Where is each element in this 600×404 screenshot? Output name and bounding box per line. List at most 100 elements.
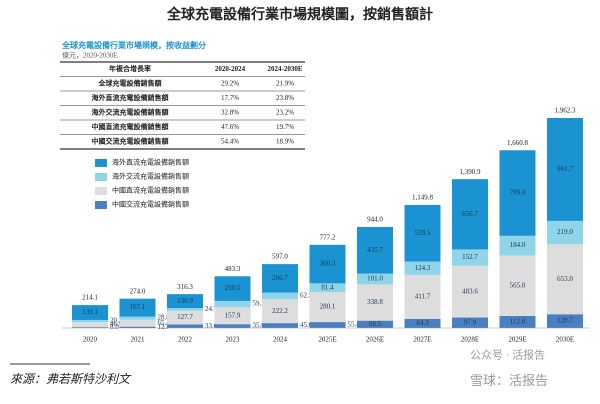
- segment-label: 33.0: [205, 322, 218, 330]
- segment-label: 59.3: [253, 300, 266, 308]
- segment-label: 130.9: [177, 297, 193, 305]
- segment-label: 184.0: [510, 241, 526, 249]
- table-cell: 全球充電設備銷售額: [98, 78, 162, 87]
- table-cell: 32.8%: [221, 108, 239, 116]
- bar-segment: [357, 226, 393, 274]
- segment-label: 84.3: [416, 319, 429, 327]
- bar-segment: [499, 235, 536, 256]
- segment-label: 338.8: [367, 298, 383, 306]
- bar-segment: [262, 323, 298, 328]
- segment-label: 139.1: [82, 308, 98, 316]
- table-cell: 23.8%: [276, 94, 294, 102]
- segment-label: 45.6: [300, 321, 313, 329]
- x-tick-label: 2030E: [556, 336, 574, 344]
- segment-label: 65.4: [158, 319, 171, 327]
- total-label: 1,962.3: [555, 107, 577, 115]
- segment-label: 653.0: [557, 275, 573, 283]
- table-cell: 18.9%: [276, 137, 294, 145]
- table-header: 2024-2030E: [268, 65, 303, 73]
- x-tick-label: 2025E: [318, 336, 336, 344]
- bar-segment: [72, 322, 108, 328]
- table-cell: 29.2%: [221, 79, 239, 87]
- bar-segment: [119, 326, 156, 328]
- bar-segment: [357, 320, 393, 328]
- bar-segment: [214, 300, 251, 308]
- bar-segment: [119, 298, 156, 317]
- watermark: 公众号 · 活报告: [470, 348, 545, 362]
- segment-label: 35.6: [253, 322, 266, 330]
- bar-segment: [119, 319, 156, 327]
- bar-segment: [262, 299, 298, 324]
- segment-label: 46.9: [110, 320, 123, 328]
- legend-swatch: [95, 173, 107, 181]
- table-cell: 54.4%: [221, 137, 239, 145]
- total-label: 1,390.9: [460, 168, 482, 176]
- segment-label: 219.0: [557, 228, 573, 236]
- x-tick-label: 2022: [178, 336, 193, 344]
- bar-segment: [404, 274, 441, 319]
- table-cell: 19.7%: [276, 123, 294, 131]
- table-cell: 47.6%: [221, 123, 239, 131]
- bar-segment: [214, 276, 251, 301]
- total-label: 214.1: [82, 294, 98, 302]
- table-header: 2020-2024: [215, 65, 246, 73]
- legend-label: 中國交流充電設備銷售額: [112, 200, 189, 209]
- legend-swatch: [95, 159, 107, 167]
- bar-segment: [167, 310, 203, 325]
- total-label: 316.3: [177, 283, 193, 291]
- segment-label: 280.1: [320, 303, 336, 311]
- bar-segment: [547, 220, 583, 245]
- bar-segment: [452, 179, 488, 250]
- bar-segment: [167, 294, 203, 309]
- x-tick-label: 2023: [226, 336, 241, 344]
- bar-segment: [119, 316, 156, 320]
- legend-label: 海外直流充電設備銷售額: [112, 158, 189, 167]
- segment-label: 360.3: [320, 260, 336, 268]
- table-cell: 中國交流充電設備銷售額: [92, 136, 169, 145]
- bar-segment: [167, 308, 203, 311]
- bar-segment: [547, 117, 583, 221]
- total-label: 777.2: [320, 233, 336, 241]
- x-tick-label: 2029E: [508, 336, 526, 344]
- segment-label: 411.7: [415, 293, 431, 301]
- segment-label: 529.5: [415, 229, 431, 237]
- segment-label: 124.3: [415, 264, 431, 272]
- total-label: 483.3: [225, 265, 241, 273]
- bar-segment: [452, 317, 488, 328]
- chart-title: 全球充電設備行業市場規模圖，按銷售額計: [166, 6, 433, 23]
- bar-segment: [547, 314, 583, 328]
- bar-segment: [404, 204, 441, 262]
- watermark: 雪球：活报告: [470, 373, 548, 388]
- table-header: 年複合增長率: [109, 64, 151, 73]
- bar-segment: [357, 273, 393, 285]
- segment-label: 152.7: [462, 253, 478, 261]
- bar-segment: [357, 284, 393, 321]
- segment-label: 799.0: [510, 189, 526, 197]
- segment-label: 222.2: [272, 307, 288, 315]
- legend-swatch: [95, 201, 107, 209]
- x-tick-label: 2026E: [366, 336, 384, 344]
- x-tick-label: 2027E: [413, 336, 431, 344]
- bar-segment: [499, 255, 536, 316]
- total-label: 1,149.8: [412, 194, 434, 202]
- segment-label: 101.0: [367, 275, 383, 283]
- segment-label: 230.5: [225, 284, 241, 292]
- bar-segment: [499, 315, 536, 328]
- bar-segment: [309, 292, 346, 323]
- total-label: 1,660.8: [507, 139, 529, 147]
- table-cell: 海外交流充電設備銷售額: [92, 107, 169, 116]
- x-tick-label: 2021: [131, 336, 146, 344]
- x-tick-label: 2024: [273, 336, 288, 344]
- table-cell: 23.2%: [276, 108, 294, 116]
- segment-label: 28.8: [158, 314, 171, 322]
- table-cell: 中國直流充電設備銷售額: [92, 122, 169, 131]
- table-cell: 21.9%: [276, 79, 294, 87]
- bar-segment: [404, 318, 441, 328]
- segment-label: 961.7: [557, 165, 573, 173]
- segment-label: 127.7: [177, 313, 193, 321]
- table-cell: 17.7%: [221, 94, 239, 102]
- segment-label: 112.8: [510, 318, 526, 326]
- unit-label: 億元，2020-2030E: [62, 51, 118, 60]
